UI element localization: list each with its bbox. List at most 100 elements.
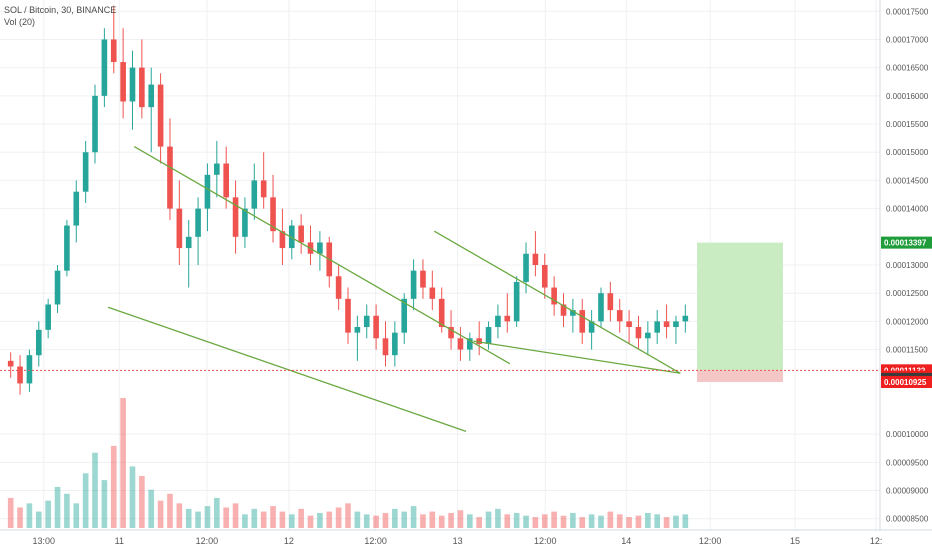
volume-bar bbox=[270, 506, 276, 528]
stop-price-badge: 0.00010925 bbox=[881, 375, 932, 388]
candlestick-series bbox=[7, 5, 689, 395]
volume-bar bbox=[570, 512, 576, 528]
volume-bar bbox=[363, 514, 370, 528]
volume-bar bbox=[607, 511, 614, 528]
candle-body bbox=[270, 197, 276, 232]
volume-bar bbox=[223, 507, 230, 528]
volume-bar bbox=[120, 398, 126, 528]
candle-body bbox=[120, 62, 126, 102]
volume-bar bbox=[214, 497, 220, 528]
x-tick-label: 12:00 bbox=[699, 536, 722, 546]
volume-bar bbox=[54, 486, 61, 528]
x-tick-label: 15 bbox=[790, 536, 800, 546]
candle-body bbox=[438, 298, 445, 328]
volume-bar bbox=[551, 511, 557, 528]
candle-body bbox=[288, 225, 295, 249]
candle-body bbox=[598, 293, 604, 322]
candle-body bbox=[448, 327, 454, 339]
candle-body bbox=[204, 174, 211, 209]
volume-bar bbox=[139, 476, 145, 528]
volume-bar bbox=[185, 508, 192, 528]
y-tick-label: 0.00017000 bbox=[886, 35, 929, 44]
volume-bar bbox=[176, 503, 183, 528]
candle-body bbox=[26, 355, 33, 384]
target-price-badge: 0.00013397 bbox=[881, 236, 932, 249]
volume-bar bbox=[260, 511, 267, 528]
volume-bar bbox=[345, 503, 351, 528]
volume-bar bbox=[466, 514, 473, 528]
volume-bar bbox=[598, 515, 604, 528]
volume-bar bbox=[279, 511, 286, 528]
candle-body bbox=[607, 293, 614, 311]
price-badges: 0.000133970.0001113213:140.000110590.000… bbox=[881, 236, 932, 388]
candle-body bbox=[185, 236, 192, 249]
y-tick-label: 0.00008500 bbox=[886, 515, 929, 524]
volume-bar bbox=[354, 511, 361, 528]
trendlines[interactable] bbox=[107, 146, 681, 432]
volume-bar bbox=[645, 512, 651, 528]
long-position-tool[interactable] bbox=[697, 242, 783, 382]
time-axis[interactable]: 13:00 11 12:00 12 12:00 13 12:00 14 12:00 15 12: bbox=[33, 536, 883, 546]
volume-bar bbox=[448, 512, 454, 528]
candle-body bbox=[626, 321, 632, 328]
y-tick-label: 0.00009000 bbox=[886, 487, 929, 496]
candle-body bbox=[457, 338, 464, 350]
candle-body bbox=[64, 225, 70, 271]
volume-bar bbox=[504, 514, 511, 528]
volume-indicator-label[interactable]: Vol (20) bbox=[4, 17, 36, 27]
volume-bar bbox=[317, 512, 323, 528]
volume-bar bbox=[64, 493, 70, 528]
volume-bar bbox=[663, 517, 670, 528]
volume-bar bbox=[326, 511, 333, 528]
x-tick-label: 11 bbox=[115, 536, 124, 546]
candle-body bbox=[279, 231, 286, 249]
candle-body bbox=[223, 163, 230, 198]
x-tick-label: 12 bbox=[284, 536, 294, 546]
candle-body bbox=[588, 321, 595, 333]
volume-bar bbox=[438, 515, 445, 528]
candle-body bbox=[92, 95, 98, 153]
candle-body bbox=[523, 253, 529, 282]
candle-body bbox=[551, 287, 557, 305]
volume-bar bbox=[485, 511, 492, 528]
candle-body bbox=[673, 321, 679, 328]
candle-body bbox=[579, 310, 586, 333]
y-tick-label: 0.00016500 bbox=[886, 64, 929, 73]
candle-body bbox=[35, 329, 42, 356]
y-tick-label: 0.00011500 bbox=[886, 346, 928, 355]
volume-bar bbox=[420, 514, 426, 528]
volume-bar bbox=[429, 511, 436, 528]
candle-body bbox=[54, 270, 61, 305]
volume-bar bbox=[476, 517, 482, 528]
candle-body bbox=[101, 39, 108, 96]
candle-body bbox=[635, 327, 642, 339]
x-tick-label: 12:00 bbox=[534, 536, 557, 546]
volume-bar bbox=[35, 511, 42, 528]
candle-body bbox=[157, 84, 164, 147]
volume-bar bbox=[167, 493, 173, 528]
candle-body bbox=[570, 310, 576, 316]
x-tick-label: 13 bbox=[453, 536, 463, 546]
candle-body bbox=[645, 332, 651, 339]
y-tick-label: 0.00009500 bbox=[886, 458, 929, 467]
volume-bar bbox=[588, 514, 595, 528]
y-tick-label: 0.00010000 bbox=[886, 430, 929, 439]
symbol-label[interactable]: SOL / Bitcoin, 30, BINANCE bbox=[4, 5, 117, 15]
candle-body bbox=[429, 287, 436, 299]
volume-bar bbox=[373, 515, 379, 528]
volume-bar bbox=[401, 511, 408, 528]
volume-bar bbox=[110, 445, 117, 528]
volume-bar bbox=[410, 506, 417, 528]
volume-bar bbox=[298, 508, 304, 528]
volume-bar bbox=[101, 480, 108, 528]
volume-bar bbox=[523, 515, 529, 528]
candle-body bbox=[495, 315, 501, 328]
candle-body bbox=[504, 315, 511, 322]
price-axis[interactable]: 0.00017500 0.00017000 0.00016500 0.00016000… bbox=[886, 7, 929, 523]
badge-value: 0.00013397 bbox=[884, 239, 927, 248]
volume-bar bbox=[532, 517, 539, 528]
volume-bar bbox=[242, 514, 248, 528]
volume-bar bbox=[82, 473, 89, 528]
candle-body bbox=[513, 281, 520, 322]
